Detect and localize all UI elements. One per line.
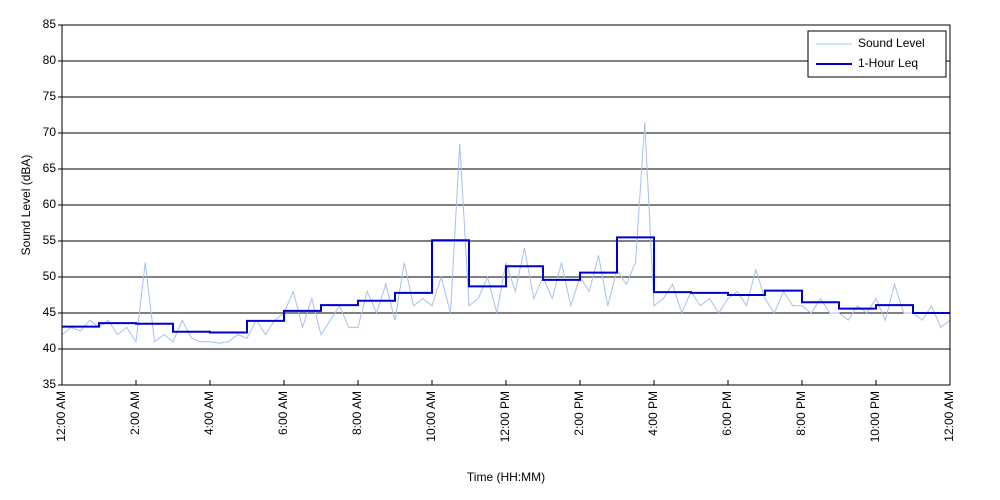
y-axis-label: Sound Level (dBA) xyxy=(19,155,33,256)
x-tick-label: 12:00 AM xyxy=(942,391,956,442)
data-line xyxy=(61,122,951,344)
x-tick-label: 8:00 PM xyxy=(794,391,808,436)
y-tick-label: 55 xyxy=(43,233,57,247)
y-tick-label: 40 xyxy=(43,341,57,355)
x-tick-label: 2:00 PM xyxy=(572,391,586,436)
x-tick-label: 8:00 AM xyxy=(350,391,364,435)
y-tick-label: 70 xyxy=(43,125,57,139)
x-tick-label: 6:00 PM xyxy=(720,391,734,436)
legend-label: Sound Level xyxy=(858,36,925,50)
x-tick-label: 10:00 PM xyxy=(868,391,882,442)
y-tick-label: 65 xyxy=(43,161,57,175)
x-tick-label: 2:00 AM xyxy=(128,391,142,435)
plot-frame xyxy=(61,24,951,386)
legend-box xyxy=(807,30,947,78)
y-tick-label: 60 xyxy=(43,197,57,211)
y-tick-label: 80 xyxy=(43,53,57,67)
y-tick-label: 45 xyxy=(43,305,57,319)
x-tick-label: 4:00 PM xyxy=(646,391,660,436)
data-line xyxy=(62,236,950,334)
y-tick-label: 35 xyxy=(43,377,57,391)
x-tick-label: 10:00 AM xyxy=(424,391,438,442)
y-tick-label: 85 xyxy=(43,17,57,31)
y-tick-label: 75 xyxy=(43,89,57,103)
x-tick-label: 6:00 AM xyxy=(276,391,290,435)
x-tick-label: 12:00 PM xyxy=(498,391,512,442)
legend-label: 1-Hour Leq xyxy=(858,56,918,70)
x-tick-label: 12:00 AM xyxy=(54,391,68,442)
x-tick-label: 4:00 AM xyxy=(202,391,216,435)
x-axis-label: Time (HH:MM) xyxy=(467,470,545,484)
y-tick-label: 50 xyxy=(43,269,57,283)
